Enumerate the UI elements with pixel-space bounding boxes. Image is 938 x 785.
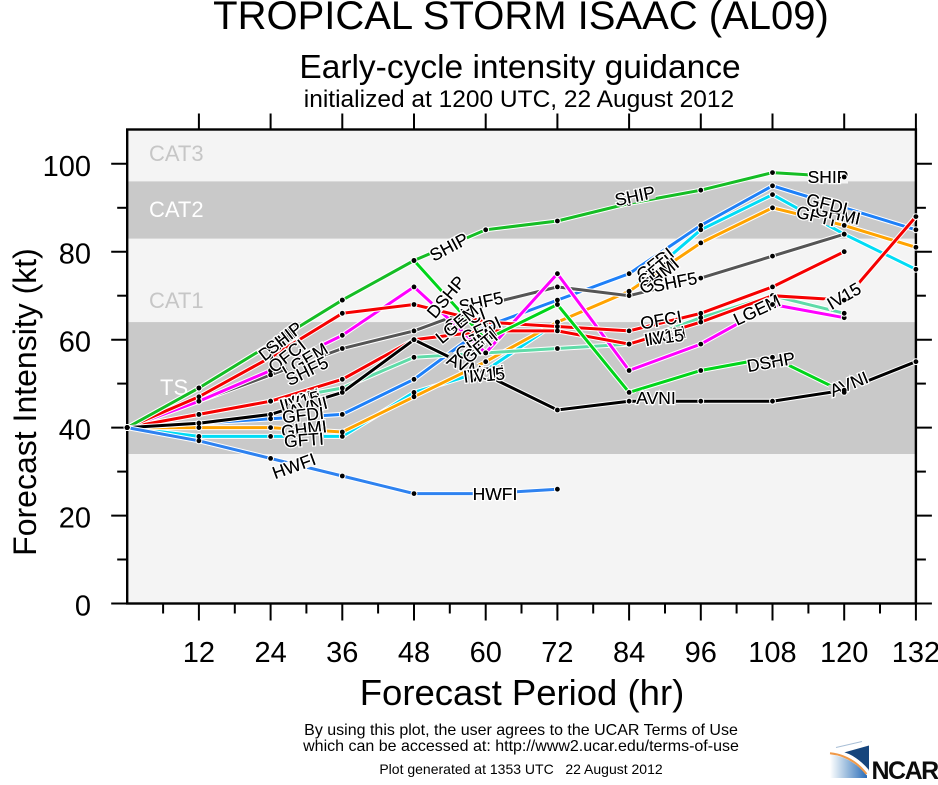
svg-text:108: 108 — [748, 637, 796, 669]
svg-text:TROPICAL STORM ISAAC (AL09): TROPICAL STORM ISAAC (AL09) — [213, 0, 829, 38]
svg-text:0: 0 — [75, 591, 91, 623]
svg-text:80: 80 — [59, 239, 91, 271]
svg-text:Forecast Intensity (kt): Forecast Intensity (kt) — [7, 248, 43, 556]
svg-text:36: 36 — [326, 637, 358, 669]
svg-text:60: 60 — [59, 327, 91, 359]
svg-text:100: 100 — [43, 151, 91, 183]
svg-text:HWFI: HWFI — [473, 484, 518, 504]
svg-text:Plot generated at 1353 UTC 2: Plot generated at 1353 UTC 22 August 201… — [379, 761, 663, 777]
svg-text:120: 120 — [820, 637, 868, 669]
svg-text:40: 40 — [59, 415, 91, 447]
svg-text:CAT2: CAT2 — [149, 197, 204, 222]
svg-text:CAT1: CAT1 — [149, 288, 204, 313]
svg-text:96: 96 — [685, 637, 717, 669]
svg-text:72: 72 — [541, 637, 573, 669]
svg-text:GFTI: GFTI — [283, 429, 324, 452]
svg-text:84: 84 — [613, 637, 645, 669]
svg-text:AVNI: AVNI — [636, 388, 676, 408]
svg-text:IV15: IV15 — [468, 363, 506, 386]
svg-text:20: 20 — [59, 503, 91, 535]
svg-text:60: 60 — [470, 637, 502, 669]
svg-text:initialized at 1200 UTC, 22 Au: initialized at 1200 UTC, 22 August 2012 — [304, 86, 734, 113]
svg-text:CAT3: CAT3 — [149, 141, 204, 166]
svg-text:Early-cycle intensity guidance: Early-cycle intensity guidance — [299, 49, 740, 86]
svg-text:By using this plot, the user a: By using this plot, the user agrees to t… — [304, 722, 738, 739]
svg-text:12: 12 — [183, 637, 215, 669]
svg-text:48: 48 — [398, 637, 430, 669]
svg-text:Forecast Period (hr): Forecast Period (hr) — [360, 672, 685, 713]
svg-text:132: 132 — [892, 637, 938, 669]
svg-text:NCAR: NCAR — [872, 757, 938, 780]
svg-text:which can be accessed at: http: which can be accessed at: http://www2.uc… — [302, 738, 739, 755]
svg-text:24: 24 — [254, 637, 286, 669]
